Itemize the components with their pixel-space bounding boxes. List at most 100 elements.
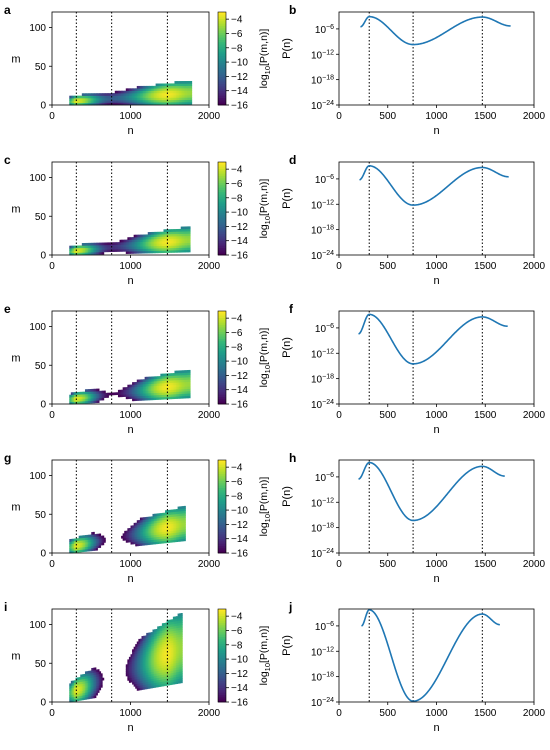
x-tick-label: 1000 [119, 559, 142, 570]
heatmap-cell [177, 396, 180, 399]
heatmap-cell [160, 236, 163, 240]
heatmap-cell [163, 95, 166, 98]
heatmap-cell [83, 95, 86, 99]
heatmap-cell [172, 670, 175, 673]
heatmap-cell [168, 380, 171, 384]
heatmap-cell [177, 375, 180, 378]
heatmap-cell [180, 647, 183, 651]
heatmap-cell [92, 683, 95, 687]
heatmap-cell [160, 250, 163, 254]
heatmap-cell [177, 88, 180, 91]
colorbar-segment [218, 79, 226, 83]
heatmap-cell [171, 389, 174, 393]
heatmap-cell [125, 668, 128, 672]
heatmap-cell [72, 680, 75, 684]
heatmap-cell [94, 679, 97, 682]
heatmap-cell [171, 394, 174, 397]
heatmap-cell [130, 530, 133, 533]
heatmap-cell [136, 681, 139, 684]
heatmap-cell [180, 531, 183, 535]
heatmap-cell [163, 683, 166, 687]
heatmap-cell [157, 647, 160, 651]
heatmap-cell [149, 667, 152, 670]
heatmap-cell [70, 548, 73, 551]
heatmap-cell [177, 386, 180, 390]
y-tick-label: 100 [29, 471, 46, 482]
heatmap-cell [121, 90, 124, 94]
heatmap-cell [179, 641, 182, 644]
heatmap-cell [155, 675, 158, 679]
heatmap-cell [150, 85, 153, 89]
heatmap-cell [114, 242, 117, 245]
heatmap-cell [161, 639, 164, 643]
heatmap-cell [141, 92, 144, 96]
heatmap-cell [152, 238, 155, 242]
colorbar-segment [218, 84, 226, 87]
heatmap-cell [160, 679, 163, 683]
heatmap-cell [133, 384, 136, 388]
heatmap-cell [154, 666, 157, 670]
heatmap-cell [172, 663, 175, 666]
heatmap-cell [157, 238, 160, 242]
heatmap-cell [147, 672, 150, 675]
heatmap-cell [78, 679, 81, 683]
heatmap-cell [132, 386, 135, 390]
heatmap-cell [133, 658, 136, 662]
heatmap-cell [155, 680, 158, 683]
heatmap-cell [91, 679, 94, 683]
heatmap-cell [146, 528, 149, 532]
heatmap-cell [174, 681, 177, 685]
colorbar-segment [218, 648, 226, 652]
heatmap-cell [80, 537, 83, 541]
heatmap-cell [158, 234, 161, 237]
heatmap-cell [135, 678, 138, 682]
heatmap-cell [157, 668, 160, 671]
heatmap-cell [158, 524, 161, 528]
x-tick-label: 2000 [198, 261, 221, 272]
colorbar-segment [218, 632, 226, 635]
panel-letter: h [289, 451, 296, 465]
heatmap-cell [113, 246, 116, 250]
heatmap-cell [86, 391, 89, 395]
heatmap-cell [132, 248, 135, 252]
heatmap-cell [172, 651, 175, 655]
heatmap-cell [177, 641, 180, 645]
heatmap-cell [158, 515, 161, 519]
heatmap-cell [160, 396, 163, 400]
heatmap-cell [174, 509, 177, 512]
heatmap-cell [174, 665, 177, 668]
heatmap-cell [132, 527, 135, 531]
heatmap-cell [176, 85, 178, 89]
heatmap-cell [84, 549, 87, 552]
heatmap-cell [144, 92, 147, 96]
heatmap-cell [70, 245, 73, 249]
heatmap-cell [146, 653, 149, 657]
heatmap-cell [165, 95, 168, 98]
heatmap-cell [188, 390, 191, 394]
heatmap-cell [165, 648, 168, 651]
heatmap-cell [180, 99, 183, 103]
heatmap-cell [149, 685, 152, 689]
colorbar-segment [218, 236, 226, 240]
heatmap-cell [171, 649, 174, 653]
colorbar-segment [218, 609, 226, 612]
heatmap-cell [149, 521, 152, 524]
heatmap-cell [130, 672, 133, 676]
heatmap-cell [169, 652, 172, 655]
heatmap-cell [146, 665, 149, 669]
heatmap-cell [187, 94, 189, 98]
heatmap-cell [143, 386, 146, 389]
heatmap-cell [89, 102, 92, 106]
heatmap-cell [83, 97, 86, 101]
heatmap-cell [92, 249, 95, 253]
heatmap-cell [155, 241, 158, 244]
heatmap-cell [121, 242, 124, 245]
heatmap-cell [141, 95, 144, 98]
colorbar-tick-label: −8 [231, 342, 243, 353]
heatmap-cell [138, 680, 141, 684]
heatmap-cell [161, 515, 164, 518]
panel-c: 0 1000 2000050100nmc−4−6−8−10−12−14−16log1… [4, 153, 272, 287]
heatmap-cell [174, 621, 177, 624]
heatmap-cell [169, 680, 172, 683]
